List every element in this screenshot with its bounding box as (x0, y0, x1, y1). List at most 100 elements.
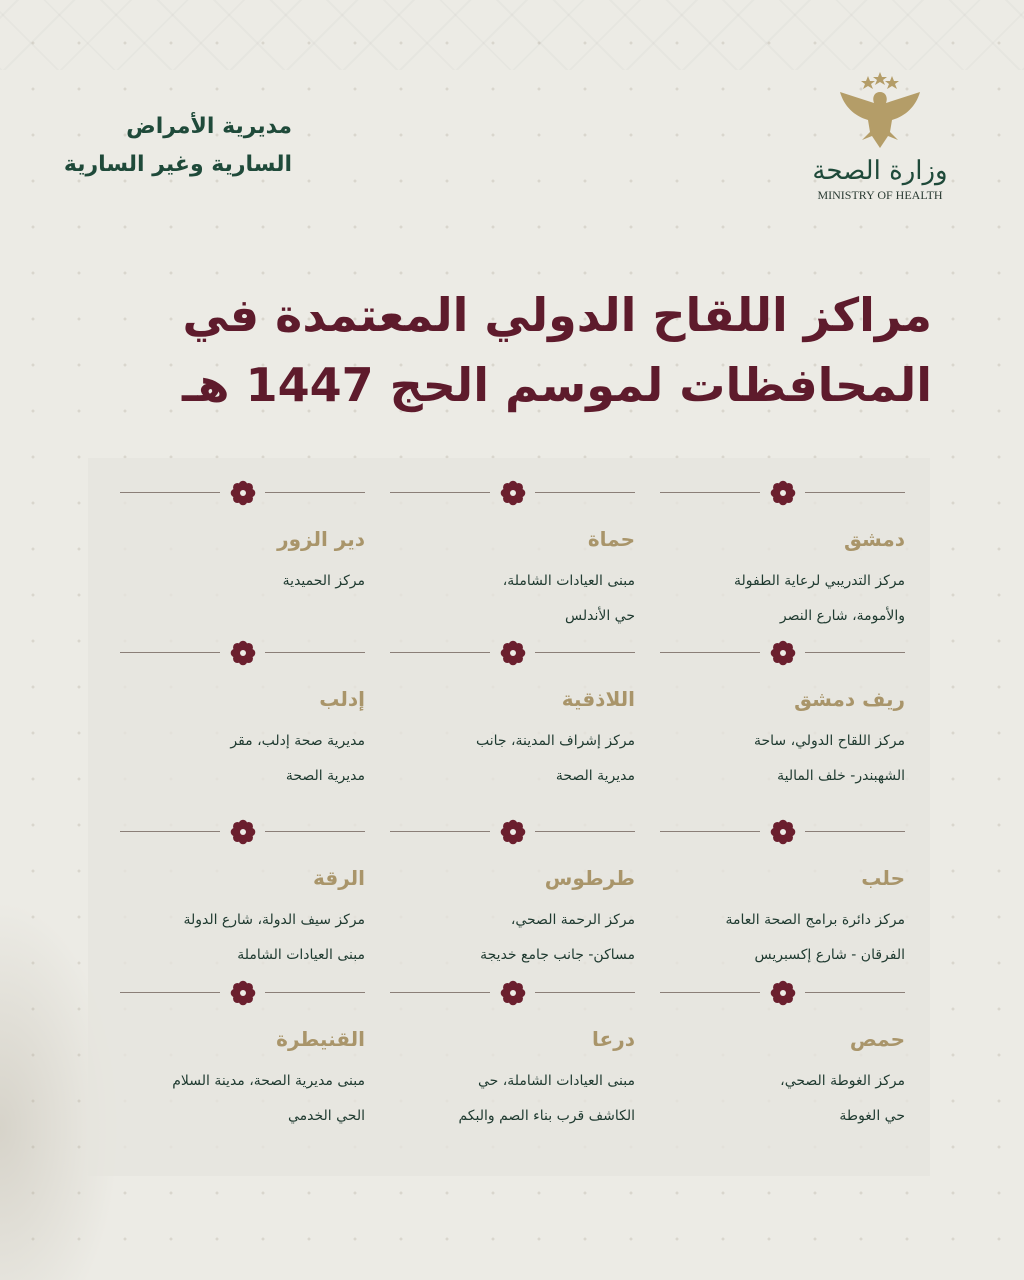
divider-line (390, 652, 490, 653)
province-name: حمص (849, 1027, 905, 1051)
province-name: اللاذقية (561, 687, 635, 711)
address-line1: مركز دائرة برامج الصحة العامة (725, 912, 905, 928)
center-card: حماة مبنى العيادات الشاملة، حي الأندلس (390, 478, 635, 638)
divider-line (390, 992, 490, 993)
address-line2: الحي الخدمي (287, 1108, 365, 1124)
decorative-pattern-band (0, 0, 1024, 70)
title-line2: المحافظات لموسم الحج 1447 هـ (181, 358, 932, 412)
divider-line (535, 992, 635, 993)
center-card: ريف دمشق مركز اللقاح الدولي، ساحة الشهبن… (660, 638, 905, 817)
divider-line (265, 831, 365, 832)
center-address: مديرية صحة إدلب، مقر مديرية الصحة (120, 724, 365, 794)
department-line1: مديرية الأمراض (126, 114, 292, 139)
divider-line (660, 831, 760, 832)
divider-line (390, 492, 490, 493)
divider (660, 638, 905, 668)
divider-line (535, 652, 635, 653)
address-line1: مركز إشراف المدينة، جانب (475, 733, 635, 749)
divider-line (805, 492, 905, 493)
center-address: مركز التدريبي لرعاية الطفولة والأمومة، ش… (660, 564, 905, 634)
divider (390, 478, 635, 508)
divider-line (805, 992, 905, 993)
address-line1: مركز الحميدية (282, 573, 365, 589)
divider-line (120, 992, 220, 993)
center-card: الرقة مركز سيف الدولة، شارع الدولة مبنى … (120, 817, 365, 978)
divider-line (120, 652, 220, 653)
center-card: درعا مبنى العيادات الشاملة، حي الكاشف قر… (390, 978, 635, 1148)
address-line1: مبنى العيادات الشاملة، (502, 573, 635, 589)
eagle-emblem-icon (840, 72, 920, 148)
center-card: حمص مركز الغوطة الصحي، حي الغوطة (660, 978, 905, 1148)
flower-ornament-icon (500, 640, 525, 666)
divider-line (265, 492, 365, 493)
province-name: إدلب (319, 687, 365, 711)
address-line1: مبنى العيادات الشاملة، حي (477, 1073, 635, 1089)
address-line1: مركز اللقاح الدولي، ساحة (753, 733, 905, 749)
center-address: مركز اللقاح الدولي، ساحة الشهبندر- خلف ا… (660, 724, 905, 794)
flower-ornament-icon (230, 480, 255, 506)
province-name: درعا (592, 1027, 635, 1051)
ministry-name-arabic: وزارة الصحة (812, 156, 948, 186)
center-address: مبنى العيادات الشاملة، حي الكاشف قرب بنا… (390, 1064, 635, 1134)
center-address: مركز دائرة برامج الصحة العامة الفرقان - … (660, 903, 905, 973)
flower-ornament-icon (770, 980, 795, 1006)
center-address: مركز الغوطة الصحي، حي الغوطة (660, 1064, 905, 1134)
center-address: مركز إشراف المدينة، جانب مديرية الصحة (390, 724, 635, 794)
address-line2: مديرية الصحة (555, 768, 635, 784)
province-name: القنيطرة (276, 1027, 365, 1051)
centers-panel (88, 458, 930, 1176)
divider-line (120, 831, 220, 832)
province-name: حلب (861, 866, 905, 890)
address-line2: مبنى العيادات الشاملة (237, 947, 365, 963)
address-line2: والأمومة، شارع النصر (779, 608, 905, 624)
center-card: دمشق مركز التدريبي لرعاية الطفولة والأمو… (660, 478, 905, 638)
address-line2: مساكن- جانب جامع خديجة (480, 947, 635, 963)
centers-grid: دمشق مركز التدريبي لرعاية الطفولة والأمو… (120, 478, 905, 1148)
address-line1: مديرية صحة إدلب، مقر (230, 733, 365, 749)
center-card: اللاذقية مركز إشراف المدينة، جانب مديرية… (390, 638, 635, 817)
department-name: مديرية الأمراض السارية وغير السارية (60, 108, 292, 184)
department-line2: السارية وغير السارية (63, 152, 292, 177)
divider-line (660, 652, 760, 653)
center-address: مبنى العيادات الشاملة، حي الأندلس (390, 564, 635, 634)
center-address: مركز الحميدية (120, 564, 365, 599)
divider (120, 638, 365, 668)
center-address: مبنى مديرية الصحة، مدينة السلام الحي الخ… (120, 1064, 365, 1134)
divider-line (535, 492, 635, 493)
divider (660, 817, 905, 847)
province-name: حماة (587, 527, 635, 551)
address-line2: حي الغوطة (839, 1108, 905, 1124)
ministry-name-english: MINISTRY OF HEALTH (817, 188, 943, 202)
divider-line (265, 992, 365, 993)
divider (390, 817, 635, 847)
flower-ornament-icon (770, 480, 795, 506)
divider (660, 978, 905, 1008)
flower-ornament-icon (770, 819, 795, 845)
divider-line (660, 992, 760, 993)
title-line1: مراكز اللقاح الدولي المعتمدة في (182, 288, 933, 342)
divider-line (535, 831, 635, 832)
address-line1: مركز الغوطة الصحي، (780, 1073, 905, 1089)
flower-ornament-icon (770, 640, 795, 666)
address-line1: مركز التدريبي لرعاية الطفولة (734, 573, 905, 589)
divider (390, 638, 635, 668)
divider-line (390, 831, 490, 832)
flower-ornament-icon (500, 819, 525, 845)
province-name: دمشق (843, 527, 905, 551)
flower-ornament-icon (230, 980, 255, 1006)
divider-line (660, 492, 760, 493)
province-name: الرقة (312, 866, 365, 890)
address-line2: الكاشف قرب بناء الصم والبكم (458, 1108, 635, 1124)
address-line1: مبنى مديرية الصحة، مدينة السلام (172, 1073, 365, 1089)
center-card: القنيطرة مبنى مديرية الصحة، مدينة السلام… (120, 978, 365, 1148)
flower-ornament-icon (500, 980, 525, 1006)
province-name: ريف دمشق (794, 687, 905, 711)
divider (120, 478, 365, 508)
address-line2: حي الأندلس (564, 608, 635, 624)
province-name: دير الزور (277, 527, 365, 551)
divider (120, 817, 365, 847)
flower-ornament-icon (230, 640, 255, 666)
province-name: طرطوس (544, 866, 635, 890)
address-line2: الشهبندر- خلف المالية (777, 768, 905, 784)
divider-line (265, 652, 365, 653)
